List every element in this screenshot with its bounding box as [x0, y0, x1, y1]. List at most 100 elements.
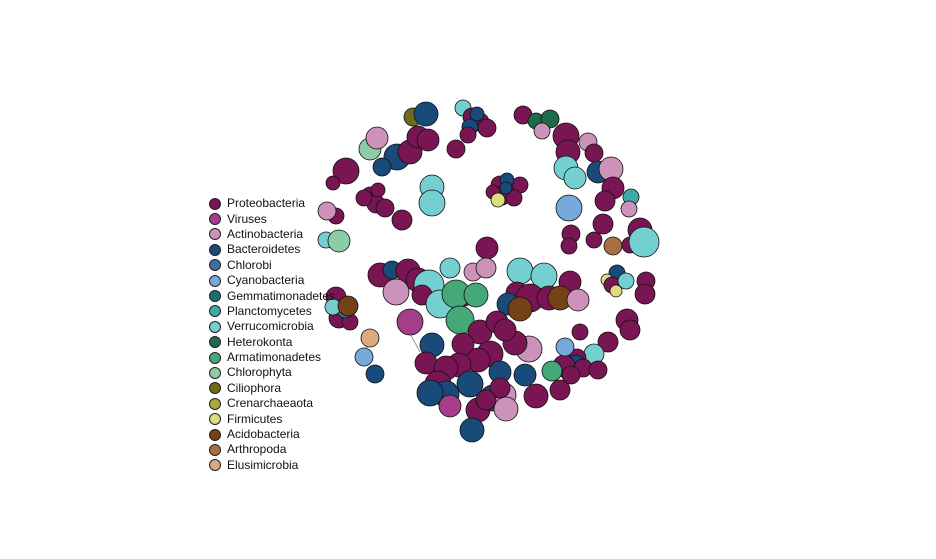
- legend-swatch: [209, 351, 221, 364]
- network-node: [365, 126, 389, 150]
- network-node: [561, 365, 581, 385]
- legend-item-viruses: Viruses: [209, 211, 335, 226]
- legend-swatch: [209, 290, 221, 303]
- network-node: [477, 118, 497, 138]
- network-node: [354, 347, 374, 367]
- legend-label: Planctomycetes: [227, 303, 312, 318]
- network-node: [325, 175, 341, 191]
- network-node: [563, 166, 587, 190]
- legend-item-firmicutes: Firmicutes: [209, 411, 335, 426]
- network-node: [566, 288, 590, 312]
- legend-label: Elusimicrobia: [227, 457, 299, 472]
- network-node: [597, 331, 619, 353]
- legend-label: Bacteroidetes: [227, 242, 301, 257]
- legend-swatch: [209, 305, 221, 318]
- network-node: [489, 377, 511, 399]
- network-node: [337, 295, 359, 317]
- network-node: [456, 370, 484, 398]
- legend-item-chlorobi: Chlorobi: [209, 258, 335, 273]
- network-node: [541, 360, 563, 382]
- legend-label: Verrucomicrobia: [227, 319, 314, 334]
- legend-item-planctomycetes: Planctomycetes: [209, 304, 335, 319]
- network-node: [555, 337, 575, 357]
- legend-item-ciliophora: Ciliophora: [209, 381, 335, 396]
- network-node: [533, 122, 551, 140]
- legend-label: Gemmatimonadetes: [227, 288, 336, 303]
- network-node: [493, 318, 517, 342]
- legend-label: Chlorobi: [227, 257, 272, 272]
- network-node: [523, 383, 549, 409]
- legend-item-proteobacteria: Proteobacteria: [209, 196, 335, 211]
- legend-label: Firmicutes: [227, 411, 283, 426]
- network-node: [628, 226, 660, 258]
- network-node: [490, 192, 506, 208]
- network-node: [439, 257, 461, 279]
- network-node: [396, 308, 424, 336]
- network-node: [505, 189, 523, 207]
- network-node: [418, 189, 446, 217]
- legend-swatch: [209, 336, 221, 349]
- legend-swatch: [209, 443, 221, 456]
- network-node: [584, 143, 604, 163]
- network-node: [549, 379, 571, 401]
- network-node: [365, 364, 385, 384]
- legend-label: Acidobacteria: [227, 427, 300, 442]
- network-node: [375, 198, 395, 218]
- legend-item-bacteroidetes: Bacteroidetes: [209, 242, 335, 257]
- legend-swatch: [209, 428, 221, 441]
- network-node: [592, 213, 614, 235]
- legend-label: Proteobacteria: [227, 196, 306, 211]
- legend-item-arthropoda: Arthropoda: [209, 442, 335, 457]
- legend-swatch: [209, 413, 221, 426]
- network-node: [617, 272, 635, 290]
- legend-label: Ciliophora: [227, 380, 282, 395]
- network-node: [594, 190, 616, 212]
- legend-label: Heterokonta: [227, 334, 293, 349]
- legend-swatch: [209, 259, 221, 272]
- network-node: [360, 328, 380, 348]
- network-node: [370, 182, 386, 198]
- network-node: [382, 278, 410, 306]
- legend-swatch: [209, 366, 221, 379]
- legend-swatch: [209, 197, 221, 210]
- network-node: [391, 209, 413, 231]
- legend-swatch: [209, 382, 221, 395]
- network-node: [372, 157, 392, 177]
- network-node: [463, 282, 489, 308]
- network-node: [446, 139, 466, 159]
- network-node: [317, 201, 337, 221]
- legend-item-gemmatimonadetes: Gemmatimonadetes: [209, 288, 335, 303]
- network-node: [327, 229, 351, 253]
- network-node: [459, 417, 485, 443]
- legend: Proteobacteria Viruses Actinobacteria Ba…: [209, 196, 335, 473]
- network-node: [619, 319, 641, 341]
- legend-swatch: [209, 243, 221, 256]
- network-node: [620, 200, 638, 218]
- legend-label: Cyanobacteria: [227, 273, 305, 288]
- network-node: [451, 332, 475, 356]
- network-node: [634, 283, 656, 305]
- legend-swatch: [209, 228, 221, 241]
- network-node: [332, 157, 360, 185]
- network-node: [499, 181, 513, 195]
- network-node: [506, 257, 534, 285]
- network-node: [513, 363, 537, 387]
- network-node: [475, 389, 497, 411]
- network-node: [469, 106, 485, 122]
- legend-label: Chlorophyta: [227, 365, 292, 380]
- network-node: [585, 231, 603, 249]
- legend-item-verrucomicrobia: Verrucomicrobia: [209, 319, 335, 334]
- legend-swatch: [209, 274, 221, 287]
- legend-label: Armatimonadetes: [227, 350, 322, 365]
- network-node: [493, 396, 519, 422]
- network-node: [459, 126, 477, 144]
- legend-label: Viruses: [227, 211, 267, 226]
- network-node: [416, 128, 440, 152]
- legend-item-cyanobacteria: Cyanobacteria: [209, 273, 335, 288]
- legend-item-heterokonta: Heterokonta: [209, 335, 335, 350]
- network-node: [414, 351, 438, 375]
- network-node: [507, 296, 533, 322]
- legend-label: Actinobacteria: [227, 226, 304, 241]
- legend-item-actinobacteria: Actinobacteria: [209, 227, 335, 242]
